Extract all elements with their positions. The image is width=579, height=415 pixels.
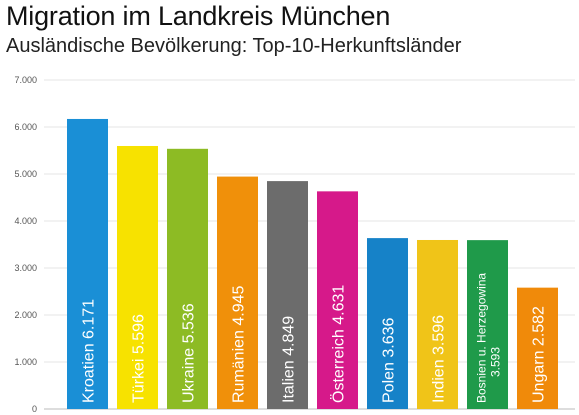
bar-polen xyxy=(367,238,408,409)
bar-label: Türkei 5.596 xyxy=(131,314,148,403)
y-tick-label: 0 xyxy=(32,404,37,414)
bar-label: Ukraine 5.536 xyxy=(181,303,198,403)
bar-indien xyxy=(417,239,458,409)
chart-subtitle: Ausländische Bevölkerung: Top-10-Herkunf… xyxy=(6,35,462,57)
bar-rumänien xyxy=(217,176,258,409)
bar-labels: Kroatien 6.171 Türkei 5.596 Ukraine 5.536 R… xyxy=(81,273,548,403)
bar-label: Ungarn 2.582 xyxy=(531,306,548,403)
bar-label: Italien 4.849 xyxy=(281,316,298,403)
bar-italien xyxy=(267,181,308,409)
y-tick-label: 2.000 xyxy=(14,310,37,320)
bar-ungarn xyxy=(517,287,558,409)
y-tick-label: 7.000 xyxy=(14,75,37,85)
chart-title: Migration im Landkreis München xyxy=(6,1,391,31)
bar-österreich xyxy=(317,191,358,409)
y-axis-ticks: 0 1.000 2.000 3.000 4.000 5.000 6.000 7.000 xyxy=(14,75,37,414)
y-tick-label: 4.000 xyxy=(14,216,37,226)
bar-türkei xyxy=(117,145,158,409)
y-tick-label: 6.000 xyxy=(14,122,37,132)
bar-label: Bosnien u. Herzegowina3.593 xyxy=(475,273,503,403)
bar-label: Österreich 4.631 xyxy=(330,285,348,403)
y-tick-label: 1.000 xyxy=(14,357,37,367)
y-tick-label: 5.000 xyxy=(14,169,37,179)
bar-ukraine xyxy=(167,148,208,410)
bar-bosnien-u-herzegowina xyxy=(467,240,508,409)
bar-kroatien xyxy=(67,118,108,409)
bar-label: Polen 3.636 xyxy=(381,317,398,403)
bar-label: Indien 3.596 xyxy=(431,315,448,403)
bars xyxy=(67,118,558,410)
bar-label: Kroatien 6.171 xyxy=(81,299,98,403)
bar-label: Rumänien 4.945 xyxy=(231,285,248,403)
y-tick-label: 3.000 xyxy=(14,263,37,273)
